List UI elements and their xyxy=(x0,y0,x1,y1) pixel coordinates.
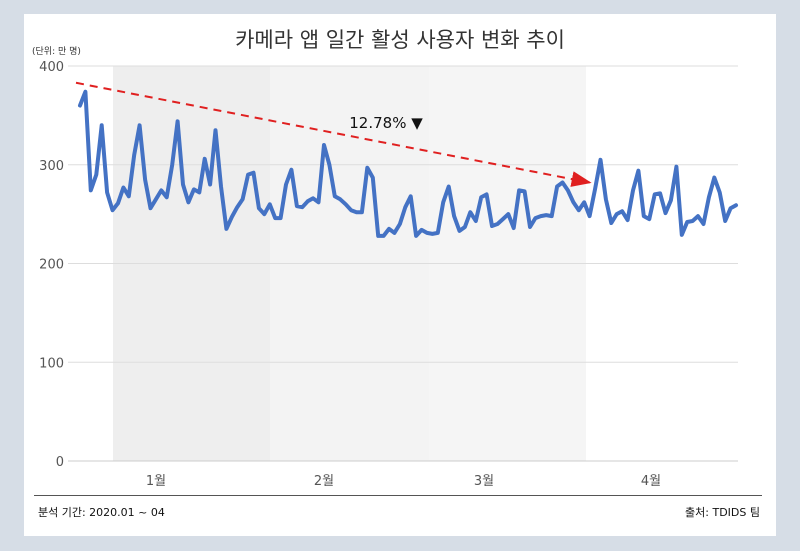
x-tick-label: 3월 xyxy=(474,474,494,489)
footer-divider xyxy=(34,495,762,496)
y-tick-label: 400 xyxy=(39,60,64,75)
chart-card: 0 100 200 300 400 1월 2월 3월 4월 12.78% ▼ 카메라 앱 일간… xyxy=(24,14,776,536)
y-tick-label: 0 xyxy=(56,455,64,470)
x-tick-label: 1월 xyxy=(146,474,166,489)
line-chart: 0 100 200 300 400 1월 2월 3월 4월 12.78% ▼ xyxy=(39,60,738,489)
unit-label: (단위: 만 명) xyxy=(32,47,81,57)
chart-title: 카메라 앱 일간 활성 사용자 변화 추이 xyxy=(235,28,565,52)
trend-change-label: 12.78% ▼ xyxy=(349,114,423,132)
analysis-period-note: 분석 기간: 2020.01 ~ 04 xyxy=(38,506,165,519)
source-credit: 출처: TDIDS 팀 xyxy=(685,506,760,519)
y-tick-label: 200 xyxy=(39,258,64,273)
trend-arrow xyxy=(75,81,592,187)
y-tick-label: 100 xyxy=(39,356,64,371)
dau-series-line xyxy=(78,89,738,238)
x-tick-label: 4월 xyxy=(641,474,661,489)
y-tick-label: 300 xyxy=(39,159,64,174)
x-tick-label: 2월 xyxy=(314,474,334,489)
